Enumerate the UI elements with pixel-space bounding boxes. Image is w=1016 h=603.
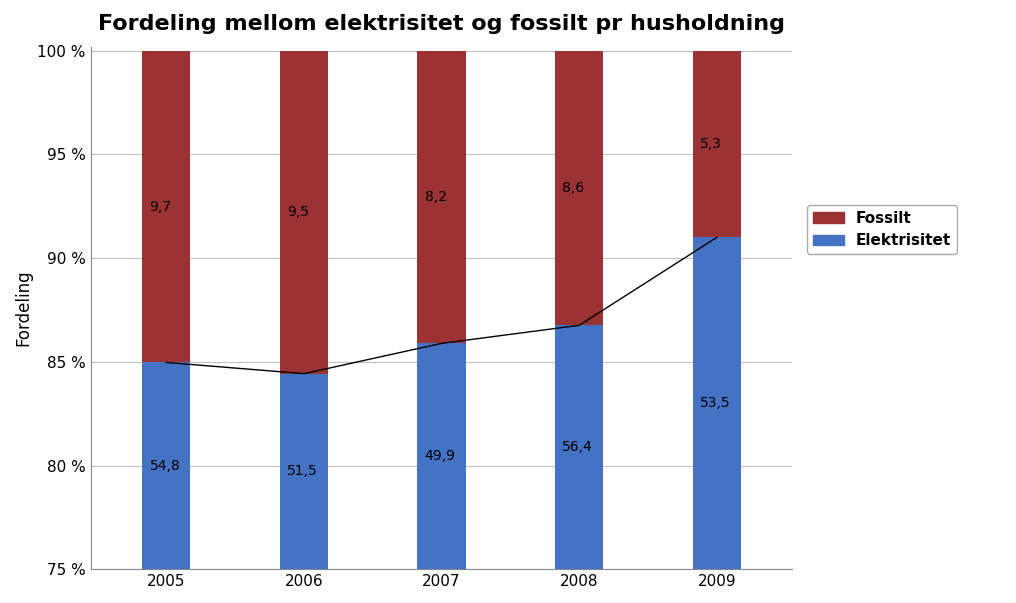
Title: Fordeling mellom elektrisitet og fossilt pr husholdning: Fordeling mellom elektrisitet og fossilt… (99, 14, 785, 34)
Y-axis label: Fordeling: Fordeling (14, 270, 31, 346)
Bar (693, 51, 741, 238)
Bar (142, 362, 190, 603)
Text: 8,2: 8,2 (425, 190, 447, 204)
Bar (279, 51, 328, 374)
Text: 8,6: 8,6 (562, 181, 584, 195)
Bar (279, 374, 328, 603)
Text: 5,3: 5,3 (700, 137, 721, 151)
Bar (555, 51, 604, 326)
Text: 56,4: 56,4 (562, 440, 593, 454)
Legend: Fossilt, Elektrisitet: Fossilt, Elektrisitet (807, 204, 957, 254)
Bar (555, 326, 604, 603)
Text: 51,5: 51,5 (288, 464, 318, 478)
Bar (142, 51, 190, 362)
Text: 9,7: 9,7 (149, 200, 172, 213)
Text: 49,9: 49,9 (425, 449, 455, 463)
Text: 9,5: 9,5 (288, 205, 309, 219)
Bar (418, 343, 465, 603)
Text: 54,8: 54,8 (149, 459, 180, 473)
Bar (693, 238, 741, 603)
Bar (418, 51, 465, 343)
Text: 53,5: 53,5 (700, 396, 731, 410)
